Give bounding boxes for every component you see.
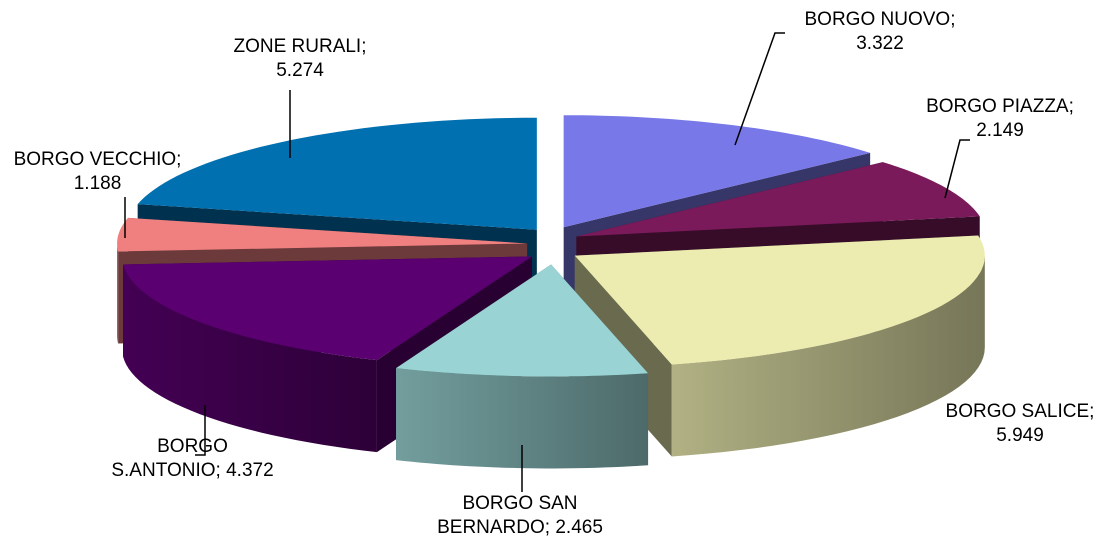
category-name: BORGO VECCHIO [13, 149, 177, 170]
value-label: 3.322 [856, 33, 904, 54]
slice-wall [123, 264, 377, 453]
slice [396, 264, 649, 377]
slice-wall [671, 255, 985, 457]
slice [574, 235, 985, 365]
slice [137, 117, 537, 230]
category-name: BORGO PIAZZA [926, 96, 1069, 117]
label-separator: ; [361, 36, 372, 57]
data-label: BORGO SAN BERNARDO; 2.465 [425, 492, 615, 540]
value-label: 5.274 [276, 60, 324, 81]
category-name: BORGO SALICE [945, 401, 1090, 422]
leader-line [944, 139, 970, 199]
slice [563, 115, 871, 228]
data-label: BORGO S.ANTONIO; 4.372 [105, 435, 280, 483]
label-separator: ; [544, 517, 556, 538]
slice-wall [396, 368, 649, 469]
data-label: BORGO SALICE; 5.949 [940, 400, 1100, 448]
category-name: BORGO S.ANTONIO [111, 436, 228, 481]
leader-line [734, 32, 785, 146]
value-label: 5.949 [996, 425, 1044, 446]
category-name: BORGO NUOVO [804, 9, 951, 30]
label-separator: ; [950, 9, 961, 30]
leader-line [195, 405, 206, 456]
value-label: 2.465 [555, 517, 603, 538]
data-label: BORGO NUOVO; 3.322 [800, 8, 960, 56]
label-separator: ; [1089, 401, 1100, 422]
label-separator: ; [176, 149, 187, 170]
slice [117, 217, 528, 252]
value-label: 2.149 [976, 120, 1024, 141]
slice-wall [117, 243, 119, 344]
slice [576, 162, 980, 237]
value-label: 1.188 [73, 173, 122, 194]
data-label: BORGO VECCHIO; 1.188 [10, 148, 185, 196]
data-label: ZONE RURALI; 5.274 [225, 35, 375, 83]
slice [123, 256, 532, 361]
pie [117, 115, 985, 469]
label-separator: ; [215, 460, 227, 481]
value-label: 4.372 [226, 460, 274, 481]
category-name: ZONE RURALI [233, 36, 362, 57]
label-separator: ; [1068, 96, 1080, 117]
category-name: BORGO SAN BERNARDO [437, 493, 578, 538]
data-label: BORGO PIAZZA; 2.149 [915, 95, 1085, 143]
